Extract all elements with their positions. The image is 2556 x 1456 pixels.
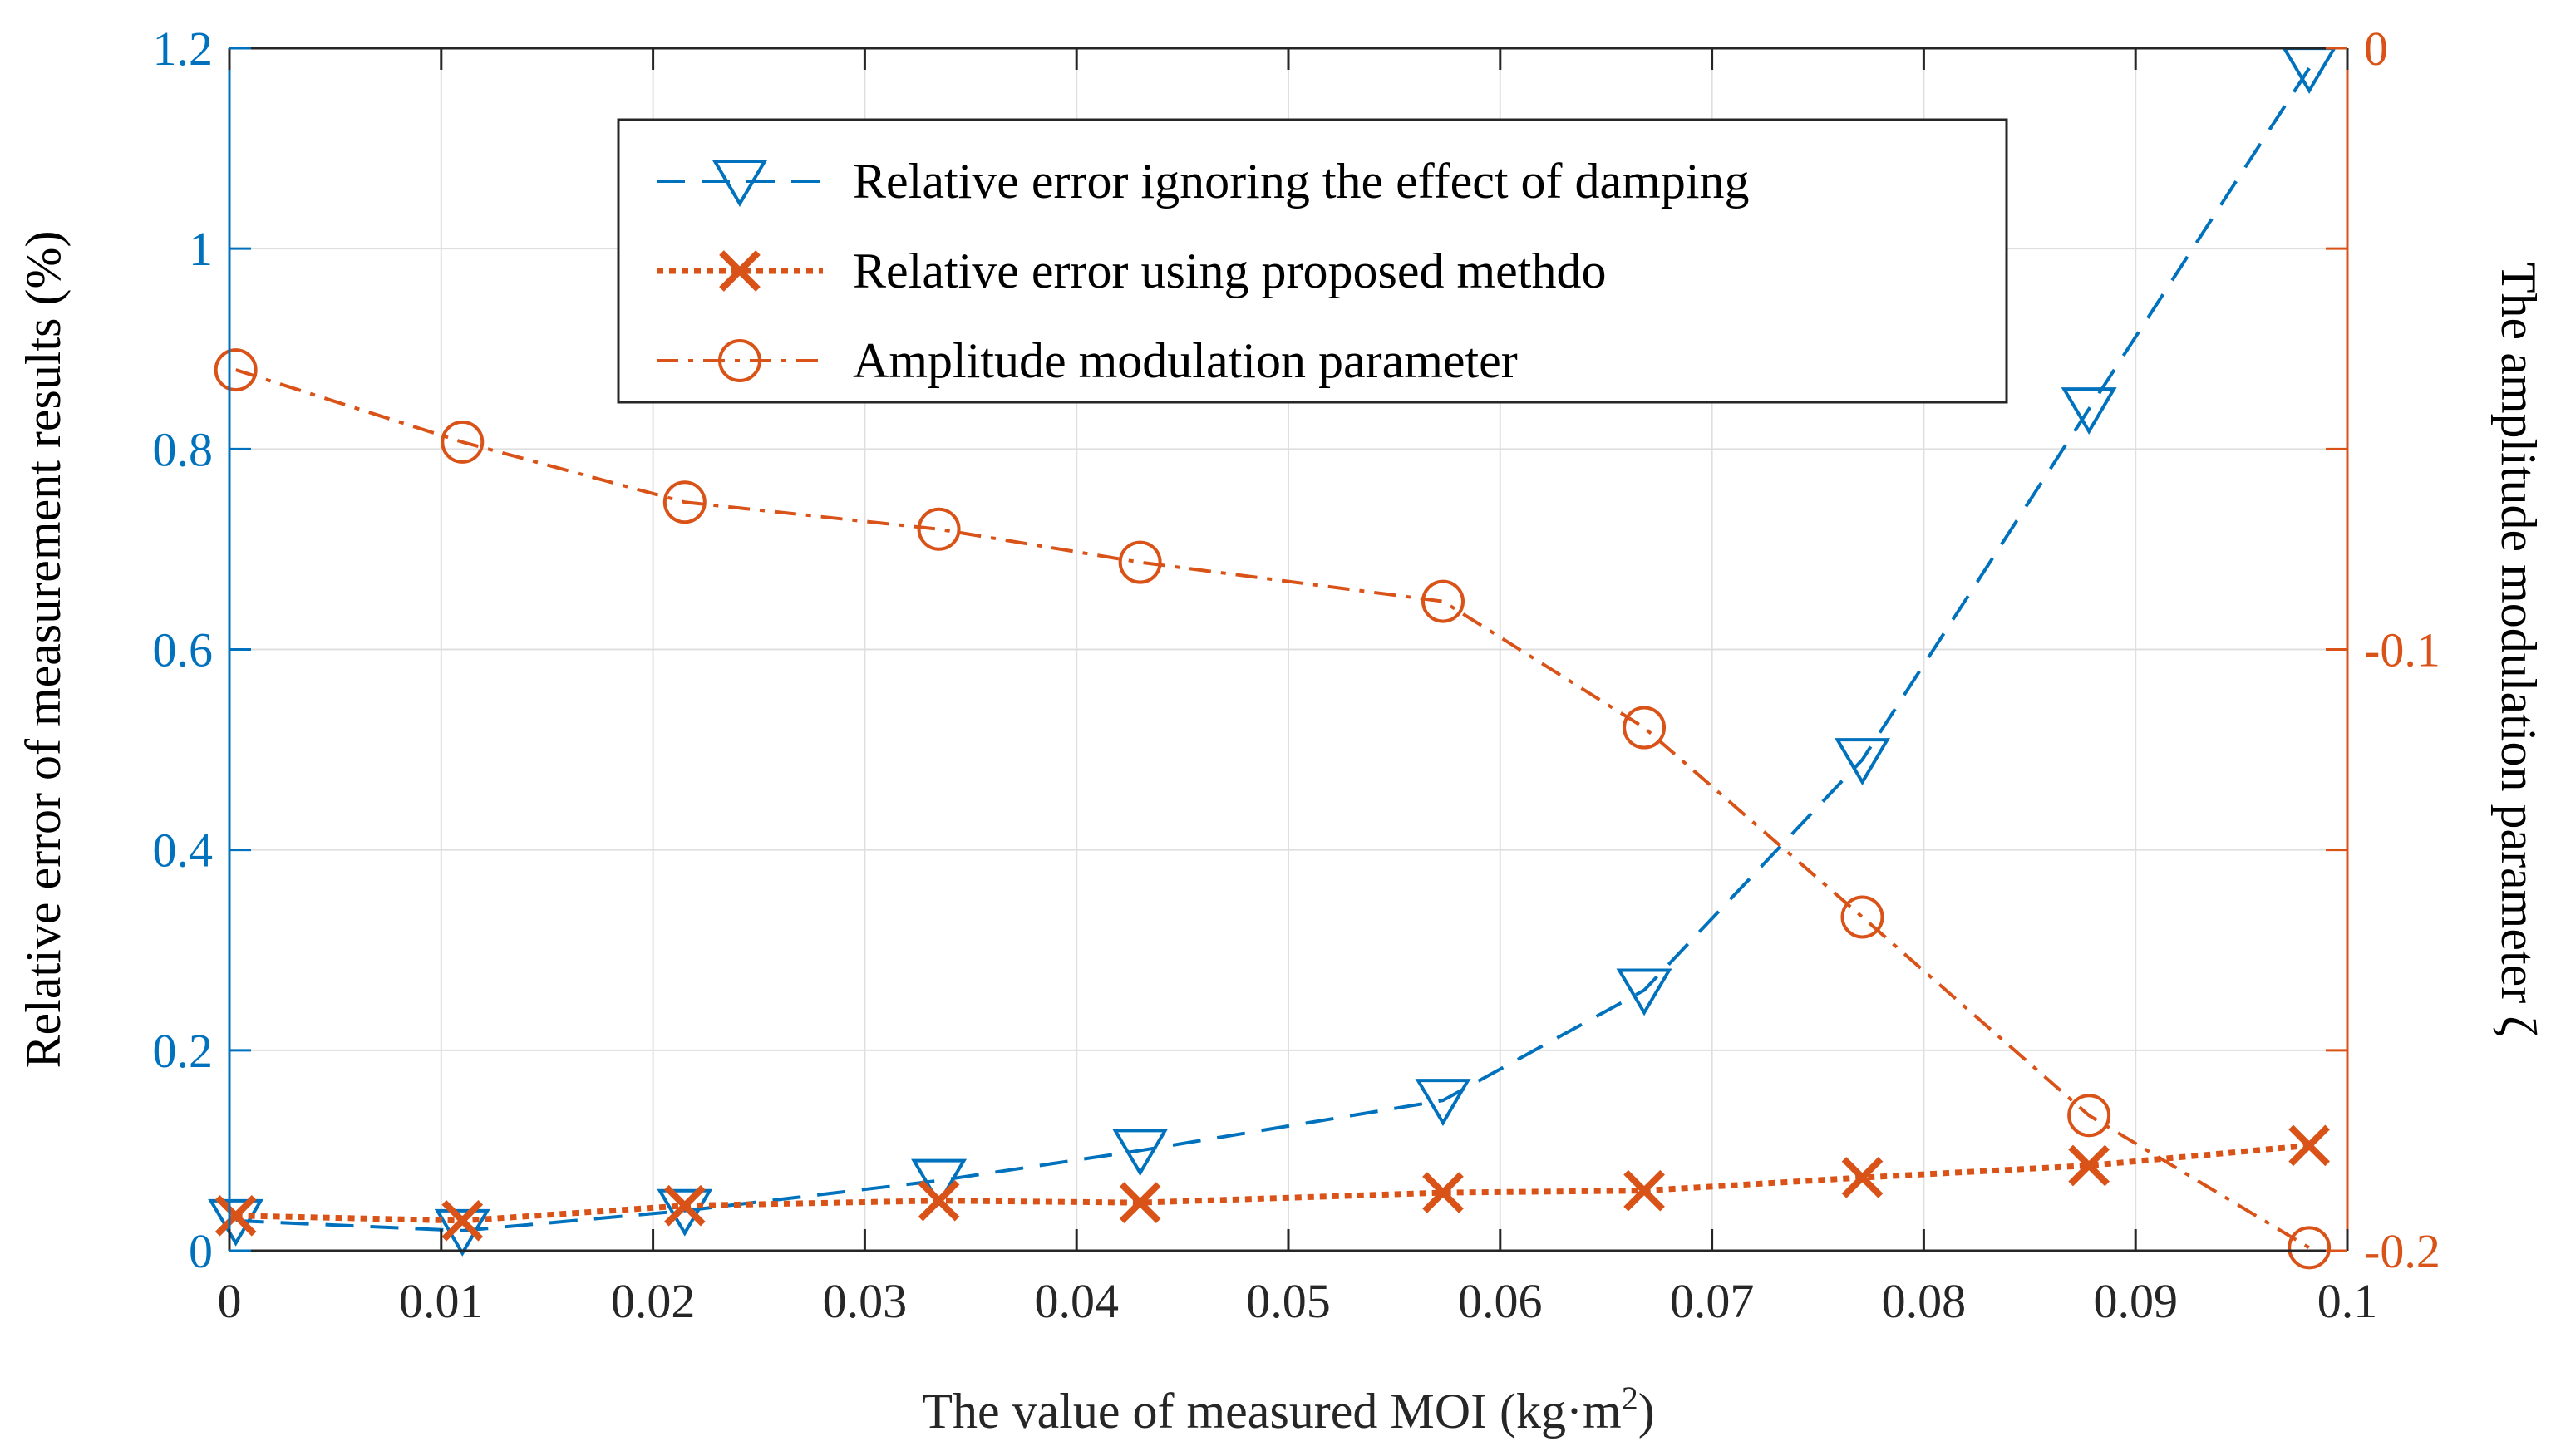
x-tick-label: 0.04: [1034, 1274, 1119, 1328]
x-axis-title-superscript: 2: [1622, 1380, 1638, 1417]
x-tick-label: 0.01: [399, 1274, 484, 1328]
data-point: [1843, 897, 1883, 937]
circle-marker: [1624, 708, 1664, 748]
series-line: [236, 1145, 2309, 1220]
data-point: [1120, 543, 1160, 583]
data-point: [1122, 1184, 1159, 1221]
x-axis-title-main: The value of measured MOI (kg·m: [922, 1384, 1621, 1439]
dual-axis-line-chart: 0 0.01 0.02 0.03 0.04 0.05 0.06 0.07 0.08 0.09 0.1…: [0, 0, 2556, 1456]
legend-label: Relative error using proposed methdo: [853, 243, 1606, 298]
x-tick-label: 0.02: [611, 1274, 696, 1328]
y-left-tick-label: 0.4: [153, 824, 214, 878]
chart-container: 0 0.01 0.02 0.03 0.04 0.05 0.06 0.07 0.08 0.09 0.1…: [0, 0, 2556, 1456]
x-tick-label: 0.1: [2317, 1274, 2378, 1328]
series-line: [236, 370, 2309, 1247]
x-tick-label: 0.03: [823, 1274, 908, 1328]
circle-marker: [2289, 1227, 2329, 1267]
x-tick-label: 0.09: [2093, 1274, 2178, 1328]
data-point: [1425, 1174, 1461, 1211]
y-left-tick-label: 0: [189, 1224, 213, 1278]
y-left-tick-label: 1: [189, 222, 213, 276]
x-axis-title-close: ): [1638, 1384, 1655, 1439]
data-point: [2289, 1227, 2329, 1267]
circle-marker: [1120, 543, 1160, 583]
y-right-tick-label: -0.2: [2364, 1224, 2440, 1278]
y-right-axis-title: The amplitude modulation parameter ζ: [2491, 263, 2546, 1036]
x-tick-label: 0: [218, 1274, 242, 1328]
x-tick-label: 0.05: [1246, 1274, 1331, 1328]
circle-marker: [1843, 897, 1883, 937]
x-tick-label: 0.08: [1882, 1274, 1967, 1328]
circle-marker: [1423, 582, 1463, 622]
legend-label: Amplitude modulation parameter: [853, 333, 1518, 388]
data-point: [1624, 708, 1664, 748]
x-tick-label: 0.06: [1458, 1274, 1543, 1328]
y-left-tick-label: 0.8: [153, 422, 214, 476]
data-point: [1423, 582, 1463, 622]
y-left-axis-title: Relative error of measurement results (%…: [16, 231, 71, 1069]
x-tick-label: 0.07: [1670, 1274, 1755, 1328]
data-point: [2071, 1148, 2107, 1184]
legend: Relative error ignoring the effect of da…: [618, 120, 2007, 402]
series-1: [218, 1127, 2327, 1238]
y-left-tick-label: 0.6: [153, 623, 214, 677]
legend-label: Relative error ignoring the effect of da…: [853, 154, 1750, 209]
y-left-tick-label: 1.2: [153, 22, 214, 76]
y-right-tick-label: -0.1: [2364, 623, 2440, 677]
y-right-tick-label: 0: [2364, 22, 2388, 76]
y-left-tick-label: 0.2: [153, 1024, 214, 1078]
x-axis-title: The value of measured MOI (kg·m2): [922, 1380, 1654, 1439]
